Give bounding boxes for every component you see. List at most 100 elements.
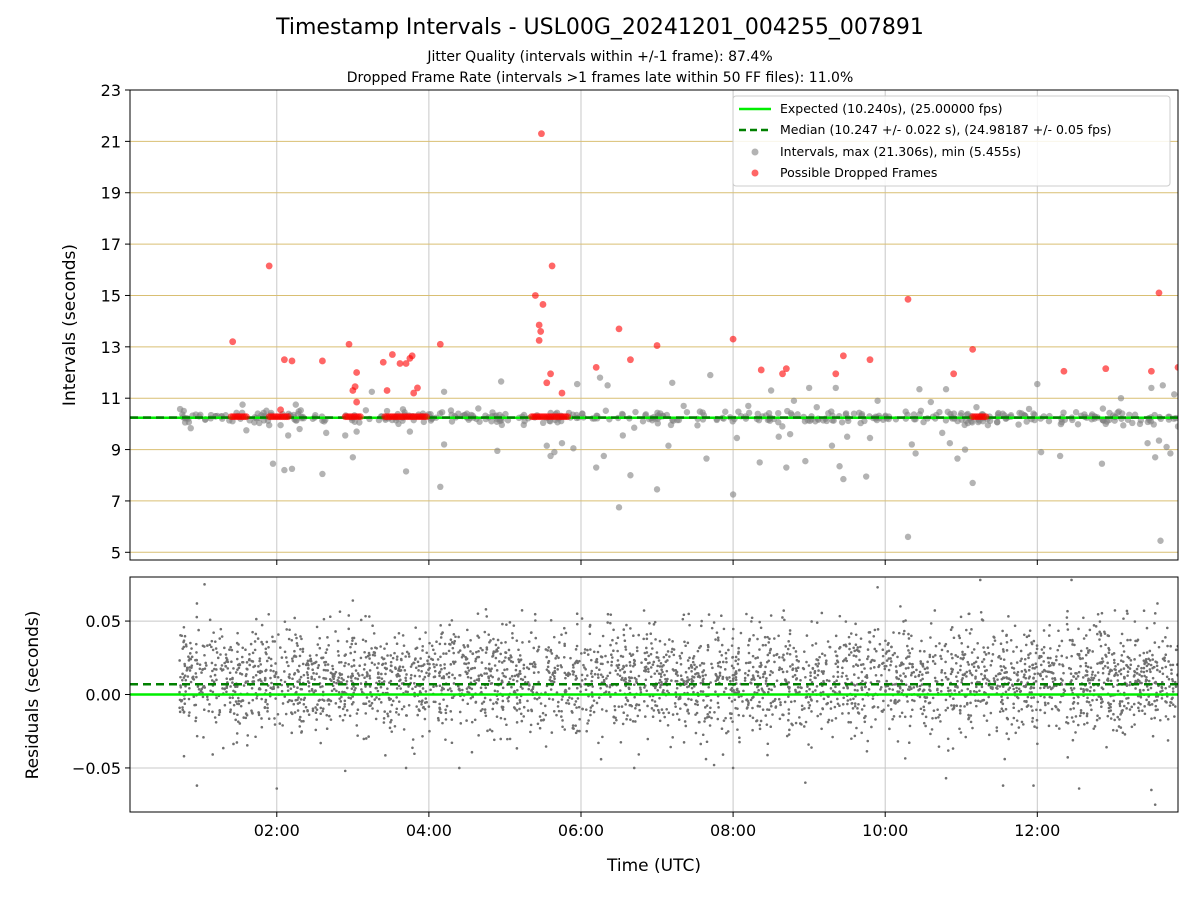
residual-point [223,646,226,650]
residual-point [907,649,910,652]
residual-point [755,719,759,722]
residual-point [382,721,386,724]
residual-point [438,702,441,706]
residual-point [746,673,750,677]
residual-point [339,660,343,664]
residual-point [179,675,182,679]
residual-point [391,656,395,660]
residual-point [1166,717,1170,721]
residual-point [552,675,556,678]
interval-point [1148,384,1155,392]
residual-point [888,727,891,731]
residual-point [1023,673,1026,677]
interval-point [256,419,263,427]
residual-point [194,672,198,675]
residual-point [212,667,216,671]
residual-point [631,720,635,723]
residual-point [422,663,426,666]
residual-point [846,677,849,681]
residual-point [717,664,720,668]
residual-point [781,656,784,659]
residual-point [722,627,726,631]
residual-point [896,690,899,693]
residual-point [894,698,897,702]
residual-point [920,639,923,643]
residual-point [656,656,660,659]
residual-point [181,708,185,712]
residual-point [183,702,187,705]
residual-point [191,677,195,680]
residual-point [952,697,955,701]
residual-point [699,742,703,746]
residual-point [1091,670,1095,674]
residual-point [794,721,798,725]
residual-point [485,672,489,675]
residual-point [179,685,183,689]
residual-point [897,631,901,635]
residual-point [1092,624,1096,627]
residual-point [425,671,428,675]
residual-point [371,653,375,657]
residual-point [712,763,716,767]
residual-point [861,679,864,683]
residual-point [1015,686,1018,690]
residual-point [761,708,765,711]
residual-point [1138,654,1142,657]
residual-point [341,707,345,711]
residual-point [1098,630,1101,634]
legend: Expected (10.240s), (25.00000 fps) Media… [732,95,1171,187]
residual-point [223,687,227,691]
residual-point [235,685,239,688]
residual-point [411,746,414,750]
residual-point [1100,611,1104,615]
residual-point [337,705,341,709]
residual-point [652,709,656,712]
residual-point [292,702,296,706]
residual-point [1074,677,1078,681]
residual-point [629,718,632,721]
residual-point [805,634,809,637]
residual-point [1164,686,1167,690]
residual-point [374,686,378,690]
residual-point [662,711,665,715]
residual-point [389,697,392,701]
residual-point [1072,720,1075,723]
residual-point [747,643,750,647]
residual-point [769,701,773,705]
residual-point [974,660,978,664]
interval-point [539,419,547,427]
residual-point [1002,665,1006,668]
residual-point [244,712,248,715]
residual-point [730,700,734,703]
dropped-frame-point [288,357,296,365]
residual-point [784,645,788,648]
residual-point [236,631,239,635]
residual-point [377,679,381,683]
residual-point [401,634,405,637]
residual-point [409,665,413,668]
y-tick-label: 15 [101,286,121,305]
residual-point [309,659,313,663]
residual-point [958,690,961,694]
interval-point [288,465,296,473]
residual-point [224,653,228,656]
interval-point [866,434,874,442]
residual-point [402,705,406,708]
residual-point [1043,701,1047,705]
residual-point [402,728,406,731]
residual-point [922,721,926,725]
residual-point [350,665,354,668]
residual-point [400,658,403,662]
residual-point [778,717,782,721]
residual-point [356,734,359,737]
residual-point [752,695,755,699]
residual-point [863,720,867,724]
interval-point [627,472,634,479]
residual-point [798,716,801,719]
residual-point [1151,676,1155,680]
residual-point [600,708,604,711]
residual-point [726,678,729,681]
residual-point [395,658,399,661]
residual-point [560,633,563,636]
residual-point [681,617,685,621]
